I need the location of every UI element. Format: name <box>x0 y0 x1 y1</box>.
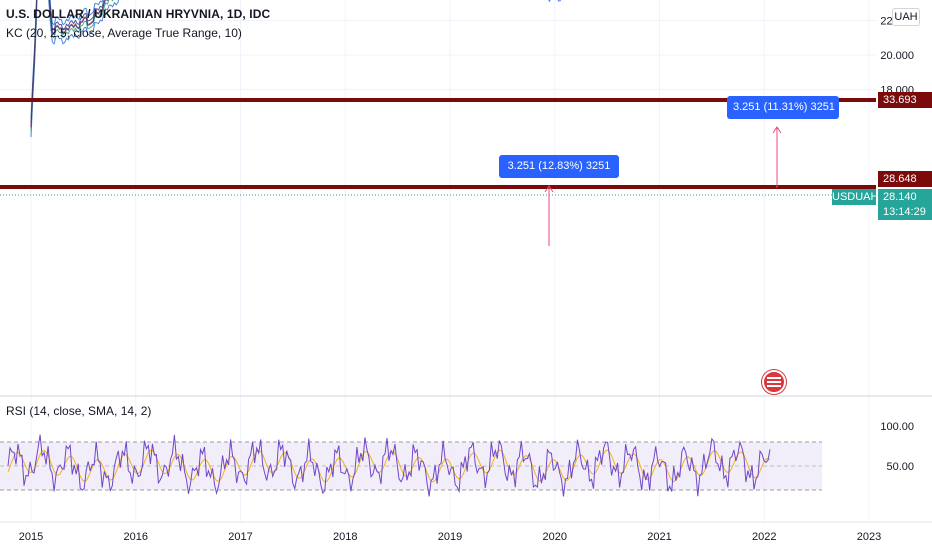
level-tag-bottom: 28.648 <box>878 171 932 187</box>
measure-label-right[interactable]: 3.251 (11.31%) 3251 <box>727 96 839 119</box>
time-tick-label: 2021 <box>647 531 671 543</box>
rsi-tick-label: 50.00 <box>886 461 914 473</box>
time-tick-label: 2015 <box>19 531 43 543</box>
measure-label-left[interactable]: 3.251 (12.83%) 3251 <box>499 155 619 178</box>
rsi-axis[interactable]: 50.00 100.00 <box>880 421 914 473</box>
time-tick-label: 2020 <box>543 531 567 543</box>
measure-arrowhead-right <box>772 126 782 134</box>
kc-indicator-label[interactable]: KC (20, 2.5, close, Average True Range, … <box>6 26 242 40</box>
rsi-series <box>7 434 771 497</box>
chart-title: U.S. DOLLAR / UKRAINIAN HRYVNIA, 1D, IDC <box>6 7 271 21</box>
rsi-indicator-label[interactable]: RSI (14, close, SMA, 14, 2) <box>6 404 152 418</box>
measure-arrowhead-left <box>544 185 554 193</box>
grid-lines <box>0 0 876 522</box>
us-flag-icon[interactable] <box>762 370 786 394</box>
last-price-tag: 28.140 <box>878 189 932 205</box>
rsi-tick-label: 100.00 <box>880 421 914 433</box>
time-tick-label: 2022 <box>752 531 776 543</box>
time-tick-label: 2016 <box>124 531 148 543</box>
price-tick-label: 20.000 <box>880 50 914 62</box>
time-tick-label: 2018 <box>333 531 357 543</box>
rsi-line <box>7 434 771 497</box>
time-tick-label: 2023 <box>857 531 881 543</box>
symbol-tag: USDUAH <box>832 189 879 205</box>
time-tick-label: 2019 <box>438 531 462 543</box>
time-axis[interactable]: 2015 2016 2017 2018 2019 2020 2021 2022 2023 <box>19 531 881 543</box>
time-tick-label: 2017 <box>228 531 252 543</box>
level-tag-top: 33.693 <box>878 92 932 108</box>
currency-button[interactable]: UAH <box>892 8 920 26</box>
countdown-tag: 13:14:29 <box>878 204 932 220</box>
